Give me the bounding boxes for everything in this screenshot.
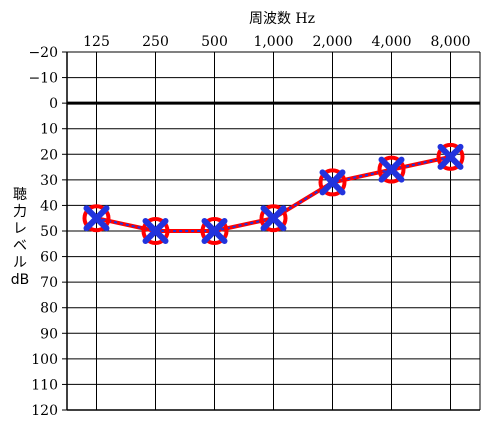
x-axis-title: 周波数 Hz [249, 11, 315, 27]
y-axis-title-char: ル [13, 255, 27, 271]
y-axis-title-char: ベ [13, 238, 27, 254]
y-axis-title-char: レ [13, 221, 27, 237]
x-marker-stroke [201, 218, 228, 244]
y-tick-label: −10 [28, 71, 58, 87]
point-x-marker [378, 156, 405, 183]
point-x-marker [319, 169, 346, 196]
y-tick-label: 110 [31, 377, 58, 393]
y-tick-label: 120 [31, 403, 58, 419]
y-tick-label: 60 [40, 250, 58, 266]
point-circle-marker [141, 217, 170, 245]
x-tick-label: 500 [201, 34, 228, 50]
y-tick-label: 80 [40, 301, 58, 317]
point-x-marker [201, 218, 228, 244]
y-axis-title-char: 力 [13, 204, 27, 220]
x-marker-stroke [378, 156, 405, 183]
point-circle-marker [318, 168, 347, 197]
point-x-marker [260, 205, 287, 232]
point-circle-marker [259, 204, 288, 233]
x-tick-labels: 125 250 500 1,000 2,000 4,000 8,000 [83, 34, 470, 50]
point-circle-marker [200, 217, 229, 245]
x-marker-stroke [83, 205, 110, 232]
x-tick-label: 125 [83, 34, 110, 50]
x-marker-stroke [437, 143, 464, 170]
y-tick-label: 70 [40, 275, 58, 291]
y-tick-label: 0 [49, 96, 58, 112]
point-circle-marker [377, 155, 406, 184]
y-tick-label: 30 [40, 173, 58, 189]
y-tick-label: 100 [31, 352, 58, 368]
point-x-marker [83, 205, 110, 232]
point-circle-marker [436, 142, 465, 171]
y-tick-label: 40 [40, 198, 58, 214]
plot-frame-group [62, 51, 481, 411]
x-marker-stroke [142, 218, 169, 244]
y-tick-label: 50 [40, 224, 58, 240]
x-tick-label: 8,000 [430, 34, 470, 50]
y-axis-title-char: 聴 [13, 187, 27, 203]
x-tick-label: 2,000 [312, 34, 352, 50]
point-x-marker [142, 218, 169, 244]
y-tick-labels: −20 −10 0 10 20 30 40 50 60 70 80 90 100 110 120 [28, 45, 58, 419]
y-tick-label: 20 [40, 147, 58, 163]
x-tick-label: 1,000 [253, 34, 293, 50]
series-group [82, 142, 465, 245]
point-x-marker [437, 143, 464, 170]
x-tick-label: 250 [142, 34, 169, 50]
y-tick-label: 90 [40, 326, 58, 342]
x-tick-label: 4,000 [371, 34, 411, 50]
y-tick-label: −20 [28, 45, 58, 61]
y-axis-title-char: dB [11, 272, 30, 288]
x-marker-stroke [260, 205, 287, 232]
point-circle-marker [82, 204, 111, 233]
y-tick-label: 10 [40, 122, 58, 138]
x-marker-stroke [319, 169, 346, 196]
